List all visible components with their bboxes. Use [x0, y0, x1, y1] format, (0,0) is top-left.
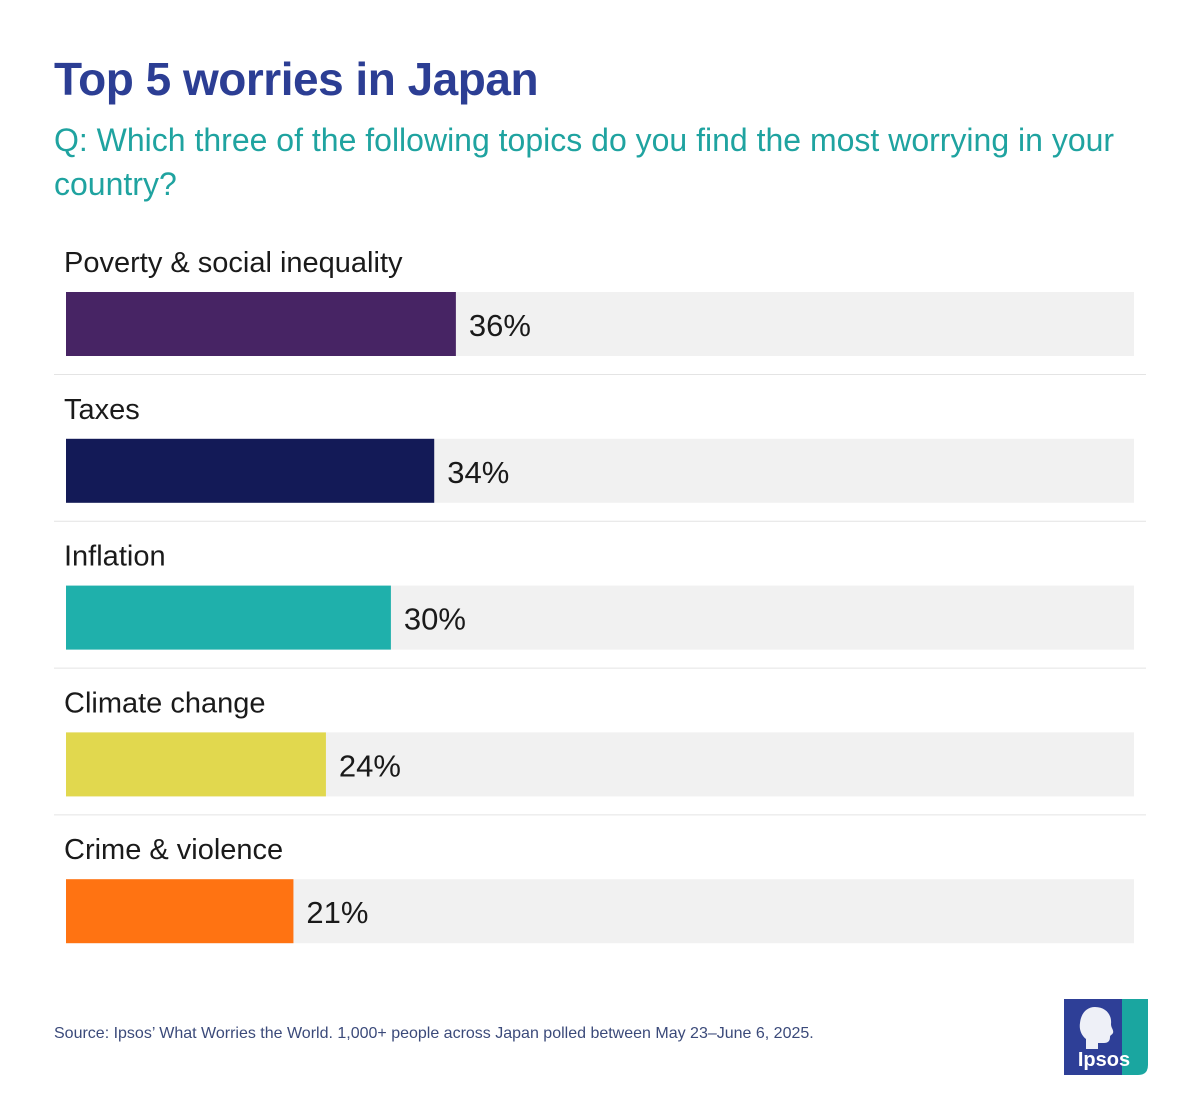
category-label: Poverty & social inequality — [64, 247, 403, 279]
chart-subtitle: Q: Which three of the following topics d… — [54, 122, 1115, 202]
value-label: 36% — [469, 308, 531, 343]
category-label: Taxes — [64, 394, 140, 426]
ipsos-logo: Ipsos — [1064, 999, 1148, 1075]
logo-wordmark: Ipsos — [1078, 1049, 1130, 1071]
value-label: 21% — [306, 895, 368, 930]
value-label: 34% — [447, 455, 509, 490]
category-label: Inflation — [64, 541, 166, 573]
value-label: 30% — [404, 602, 466, 637]
source-note: Source: Ipsos’ What Worries the World. 1… — [54, 1025, 814, 1042]
category-label: Climate change — [64, 687, 266, 719]
category-label: Crime & violence — [64, 834, 283, 866]
bar — [66, 585, 391, 650]
svg-text:Ipsos: Ipsos — [1078, 1049, 1130, 1071]
bar — [66, 732, 326, 797]
bar — [66, 879, 294, 944]
chart-title: Top 5 worries in Japan — [54, 53, 539, 105]
bar — [66, 438, 435, 503]
bar — [66, 292, 456, 356]
value-label: 24% — [339, 748, 401, 783]
bar-chart: Poverty & social inequality 36% Taxes 34% In… — [54, 247, 1146, 944]
